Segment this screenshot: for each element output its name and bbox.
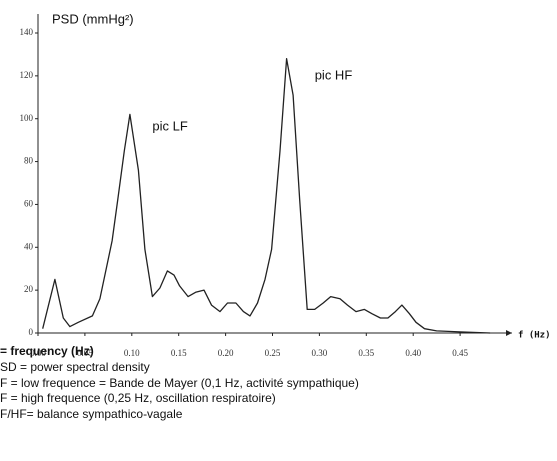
annotation: pic LF xyxy=(152,119,187,134)
note: = frequency (Hz) xyxy=(0,344,94,358)
x-tick-label: 0.20 xyxy=(218,348,234,358)
x-axis-label: f (Hz) xyxy=(518,331,551,341)
note: F = high frequence (0,25 Hz, oscillation… xyxy=(0,391,276,405)
note: F = low frequence = Bande de Mayer (0,1 … xyxy=(0,376,359,390)
x-tick-label: 0.30 xyxy=(312,348,328,358)
note: F/HF= balance sympathico-vagale xyxy=(0,407,183,421)
y-tick-label: 60 xyxy=(24,198,34,208)
y-axis-label: PSD (mmHg²) xyxy=(52,11,134,26)
annotation: pic HF xyxy=(315,67,353,82)
x-tick-label: 0.35 xyxy=(358,348,374,358)
x-tick-label: 0.45 xyxy=(452,348,468,358)
note: SD = power spectral density xyxy=(0,360,150,374)
x-tick-label: 0.40 xyxy=(405,348,421,358)
y-tick-label: 80 xyxy=(24,156,34,166)
x-tick-label: 0.00 xyxy=(30,348,46,358)
spectrum-line xyxy=(42,58,491,334)
x-tick-label: 0.10 xyxy=(124,348,140,358)
y-tick-label: 0 xyxy=(29,327,34,337)
x-tick-label: 0.25 xyxy=(265,348,281,358)
x-axis-arrow xyxy=(506,330,512,336)
y-tick-label: 20 xyxy=(24,284,34,294)
y-tick-label: 120 xyxy=(20,70,34,80)
y-tick-label: 100 xyxy=(20,113,34,123)
x-tick-label: 0.15 xyxy=(171,348,187,358)
y-tick-label: 140 xyxy=(20,27,34,37)
x-tick-label: 0.05 xyxy=(77,348,93,358)
y-tick-label: 40 xyxy=(24,241,34,251)
